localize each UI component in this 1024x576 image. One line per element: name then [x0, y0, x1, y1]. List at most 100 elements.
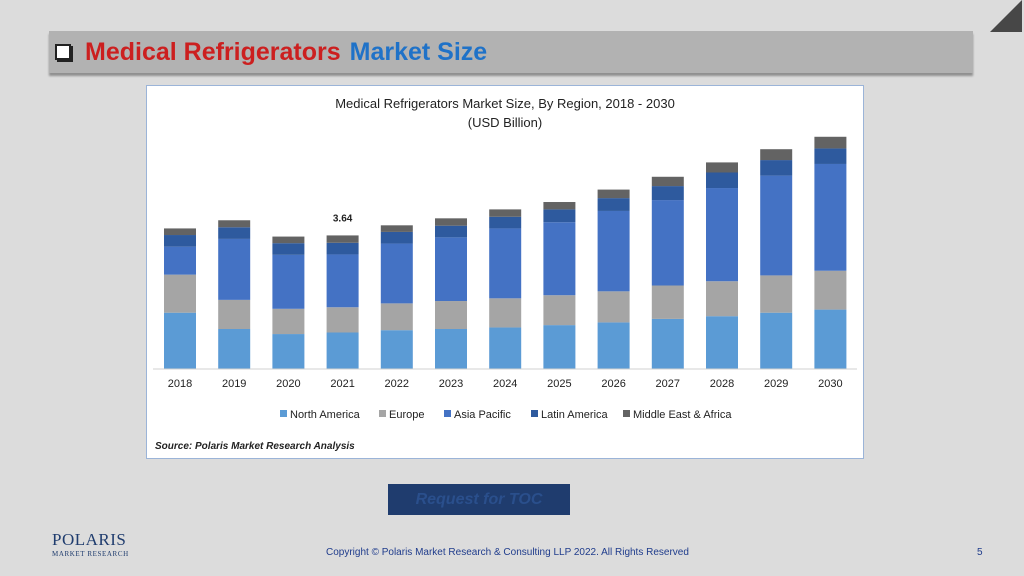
bar-segment	[326, 332, 359, 369]
data-label: 3.64	[333, 213, 353, 224]
bar-segment	[489, 228, 522, 299]
bar-segment	[814, 136, 847, 149]
legend-label: Asia Pacific	[454, 409, 511, 421]
x-tick-label: 2023	[439, 378, 463, 390]
bar-segment	[760, 175, 793, 276]
legend-swatch	[280, 410, 287, 417]
bar-segment	[272, 308, 305, 335]
legend-swatch	[444, 410, 451, 417]
bar-segment	[272, 254, 305, 309]
chart-subtitle: (USD Billion)	[468, 115, 542, 130]
chart-source: Source: Polaris Market Research Analysis	[155, 441, 355, 452]
bar-segment	[326, 235, 359, 243]
request-toc-label: Request for TOC	[415, 490, 543, 508]
x-tick-label: 2027	[656, 378, 680, 390]
bar-segment	[218, 299, 251, 330]
bar-segment	[814, 163, 847, 271]
legend-swatch	[531, 410, 538, 417]
bar-segment	[651, 176, 684, 187]
bar-segment	[760, 160, 793, 176]
bar-segment	[597, 291, 630, 323]
polaris-logo: POLARIS MARKET RESEARCH	[52, 531, 132, 558]
bar-segment	[489, 327, 522, 369]
bar-segment	[651, 285, 684, 319]
bar-segment	[706, 316, 738, 369]
bar-segment	[164, 246, 196, 275]
bar-segment	[814, 148, 847, 164]
bar-segment	[489, 209, 522, 217]
bar-segment	[543, 325, 576, 369]
bar-segment	[326, 307, 359, 333]
logo-main-text: POLARIS	[52, 530, 127, 549]
logo-sub-text: MARKET RESEARCH	[52, 550, 129, 558]
bar-segment	[380, 243, 413, 304]
bar-segment	[543, 202, 576, 210]
legend-swatch	[379, 410, 386, 417]
x-tick-label: 2022	[385, 378, 409, 390]
x-tick-label: 2020	[276, 378, 300, 390]
bar-segment	[164, 235, 196, 247]
bar-segment	[489, 298, 522, 328]
x-tick-label: 2028	[710, 378, 734, 390]
x-tick-label: 2018	[168, 378, 192, 390]
chart-frame: Medical Refrigerators Market Size, By Re…	[146, 85, 864, 459]
legend-label: North America	[290, 409, 361, 421]
bar-segment	[543, 222, 576, 296]
corner-triangle-icon	[990, 0, 1022, 32]
bar-segment	[272, 243, 305, 255]
x-tick-label: 2029	[764, 378, 788, 390]
bar-segment	[706, 281, 738, 317]
bar-segment	[435, 218, 467, 226]
stacked-bar-chart: Medical Refrigerators Market Size, By Re…	[153, 96, 857, 452]
bar-segment	[814, 309, 847, 369]
legend-label: Europe	[389, 409, 424, 421]
bar-segment	[272, 334, 305, 369]
bar-segment	[218, 329, 251, 369]
x-tick-label: 2021	[330, 378, 354, 390]
legend-label: Middle East & Africa	[633, 409, 732, 421]
bar-segment	[435, 329, 467, 369]
bar-segment	[272, 236, 305, 244]
title-bar: Medical Refrigerators Market Size	[49, 31, 973, 73]
bar-segment	[651, 200, 684, 286]
bar-segment	[218, 227, 251, 239]
bar-segment	[435, 301, 467, 330]
bar-segment	[760, 149, 793, 161]
title-secondary: Market Size	[349, 37, 488, 66]
bar-segment	[326, 242, 359, 255]
checkbox-bullet-icon	[55, 44, 71, 60]
x-tick-label: 2024	[493, 378, 517, 390]
bar-segment	[597, 210, 630, 292]
bar-segment	[164, 274, 196, 313]
bar-segment	[760, 312, 793, 369]
title-primary: Medical Refrigerators	[85, 37, 341, 66]
bar-segment	[380, 330, 413, 369]
legend-swatch	[623, 410, 630, 417]
bar-segment	[597, 198, 630, 211]
bar-segment	[543, 295, 576, 326]
bar-segment	[760, 275, 793, 313]
bar-segment	[164, 312, 196, 369]
bar-segment	[380, 225, 413, 232]
bar-segment	[597, 322, 630, 369]
bar-segment	[380, 231, 413, 244]
bar-segment	[218, 220, 251, 228]
bar-segment	[489, 216, 522, 229]
bar-segment	[326, 254, 359, 308]
bar-segment	[218, 238, 251, 300]
bar-segment	[651, 318, 684, 369]
x-tick-label: 2025	[547, 378, 571, 390]
bar-segment	[435, 237, 467, 302]
x-tick-label: 2030	[818, 378, 842, 390]
request-toc-button[interactable]: Request for TOC	[388, 484, 570, 515]
bar-segment	[380, 303, 413, 331]
x-tick-label: 2026	[601, 378, 625, 390]
bar-segment	[164, 228, 196, 236]
bar-segment	[651, 186, 684, 201]
legend-label: Latin America	[541, 409, 609, 421]
bar-segment	[706, 188, 738, 282]
chart-title: Medical Refrigerators Market Size, By Re…	[335, 96, 675, 111]
bar-segment	[706, 162, 738, 173]
bar-segment	[435, 225, 467, 238]
bar-segment	[597, 189, 630, 199]
